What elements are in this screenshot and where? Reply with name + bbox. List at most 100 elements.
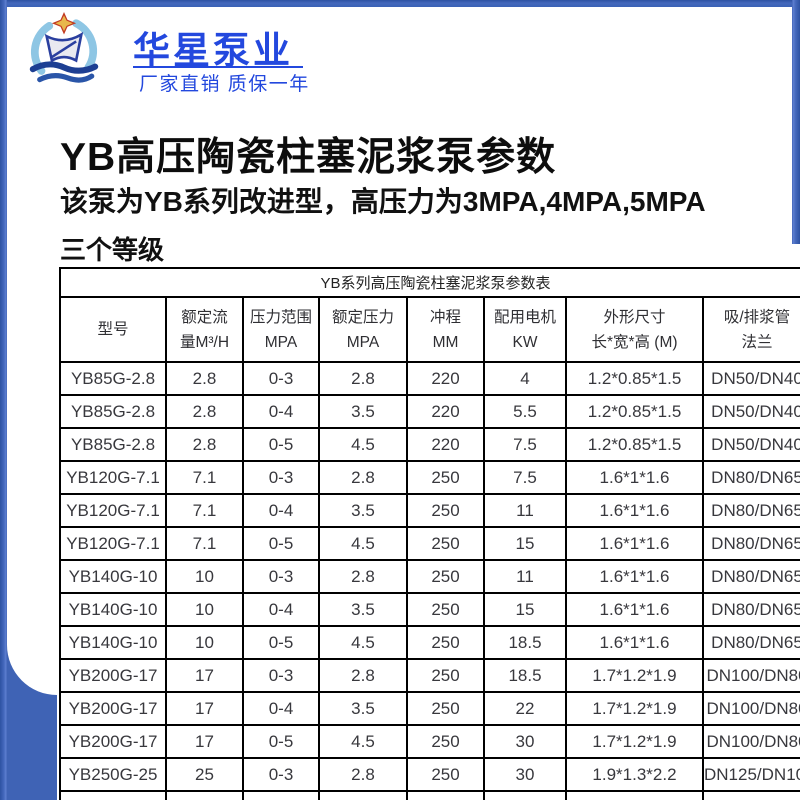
table-cell: 1.9*1.3*2.2 bbox=[565, 757, 704, 792]
pump-brand-emblem-icon bbox=[29, 12, 99, 83]
table-cell: YB120G-7.1 bbox=[59, 526, 167, 561]
table-row: YB200G-17 17 0-4 3.5 250 22 1.7*1.2*1.9 DN100/D… bbox=[59, 691, 800, 726]
table-cell: DN100/DN80 bbox=[701, 724, 800, 759]
frame-right-border bbox=[792, 0, 800, 244]
table-cell: 1.7*1.2*1.9 bbox=[565, 724, 704, 759]
table-cell: 17 bbox=[165, 658, 244, 693]
table-cell: 1.6*1*1.6 bbox=[565, 559, 704, 594]
table-row: YB250G-25 25 0-3 2.8 250 30 1.9*1.3*2.2 DN125/D… bbox=[59, 757, 800, 792]
table-cell: 250 bbox=[406, 592, 485, 627]
table-cell: 0-3 bbox=[242, 559, 320, 594]
table-cell: 4.5 bbox=[318, 526, 408, 561]
column-header: 型号 bbox=[59, 296, 167, 363]
table-cell bbox=[59, 790, 167, 800]
table-cell: 250 bbox=[406, 757, 485, 792]
table-cell: 7.5 bbox=[483, 460, 567, 495]
table-cell: YB85G-2.8 bbox=[59, 361, 167, 396]
table-cell: 1.6*1*1.6 bbox=[565, 493, 704, 528]
table-cell: DN50/DN40 bbox=[701, 394, 800, 429]
table-row: YB85G-2.8 2.8 0-4 3.5 220 5.5 1.2*0.85*1.5 DN50… bbox=[59, 394, 800, 429]
table-cell: 30 bbox=[483, 724, 567, 759]
table-cell: 0-3 bbox=[242, 460, 320, 495]
table-cell: 7.5 bbox=[483, 427, 567, 462]
table-cell: 11 bbox=[483, 559, 567, 594]
table-row: YB120G-7.1 7.1 0-3 2.8 250 7.5 1.6*1*1.6 DN80/D… bbox=[59, 460, 800, 495]
table-cell: 3.5 bbox=[318, 394, 408, 429]
table-cell: 0-5 bbox=[242, 526, 320, 561]
table-cell: YB250G-25 bbox=[59, 757, 167, 792]
table-cell: 1.7*1.2*1.9 bbox=[565, 691, 704, 726]
table-cell: 10 bbox=[165, 559, 244, 594]
table-cell: YB200G-17 bbox=[59, 658, 167, 693]
table-cell: YB200G-17 bbox=[59, 724, 167, 759]
table-caption-row: YB系列高压陶瓷柱塞泥浆泵参数表 bbox=[58, 267, 800, 298]
table-row: YB140G-10 10 0-4 3.5 250 15 1.6*1*1.6 DN80/DN65 bbox=[59, 592, 800, 627]
table-cell: YB85G-2.8 bbox=[59, 394, 167, 429]
table-cell: 15 bbox=[483, 526, 567, 561]
table-cell: 2.8 bbox=[318, 460, 408, 495]
table-cell: 10 bbox=[165, 592, 244, 627]
table-cell: YB140G-10 bbox=[59, 559, 167, 594]
table-row: YB120G-7.1 7.1 0-4 3.5 250 11 1.6*1*1.6 DN80/DN… bbox=[59, 493, 800, 528]
table-cell: 17 bbox=[165, 691, 244, 726]
table-cell: 0-4 bbox=[242, 493, 320, 528]
table-cell: DN80/DN65 bbox=[701, 625, 800, 660]
table-cell: 2.8 bbox=[318, 658, 408, 693]
table-cell: 220 bbox=[406, 394, 485, 429]
page-subtitle: 该泵为YB系列改进型，高压力为3MPA,4MPA,5MPA bbox=[60, 186, 706, 217]
table-cell: 3.5 bbox=[318, 592, 408, 627]
table-cell: YB140G-10 bbox=[59, 625, 167, 660]
table-cell: 1.2*0.85*1.5 bbox=[565, 427, 704, 462]
table-caption: YB系列高压陶瓷柱塞泥浆泵参数表 bbox=[58, 267, 800, 298]
table-row: YB85G-2.8 2.8 0-3 2.8 220 4 1.2*0.85*1.5 DN50/D… bbox=[59, 361, 800, 396]
table-cell: 220 bbox=[406, 361, 485, 396]
table-cell bbox=[165, 790, 244, 800]
table-cell: YB85G-2.8 bbox=[59, 427, 167, 462]
table-cell: 1.2*0.85*1.5 bbox=[565, 361, 704, 396]
table-cell: 0-5 bbox=[242, 427, 320, 462]
table-cell: 1.6*1*1.6 bbox=[565, 526, 704, 561]
table-cell: 220 bbox=[406, 427, 485, 462]
spec-table-body: YB系列高压陶瓷柱塞泥浆泵参数表 型号 额定流 量M³/H 压力范围 MPA 额定压力 MPA… bbox=[58, 267, 800, 800]
table-cell bbox=[483, 790, 567, 800]
table-cell: YB120G-7.1 bbox=[59, 460, 167, 495]
table-cell: 250 bbox=[406, 625, 485, 660]
table-cell: 250 bbox=[406, 658, 485, 693]
table-header-row: 型号 额定流 量M³/H 压力范围 MPA 额定压力 MPA 冲程 MM 配用电机 KW 外形尺寸 长*… bbox=[59, 296, 800, 363]
table-row: YB85G-2.8 2.8 0-5 4.5 220 7.5 1.2*0.85*1.5 DN50… bbox=[59, 427, 800, 462]
table-cell: DN80/DN65 bbox=[701, 559, 800, 594]
table-cell: 1.6*1*1.6 bbox=[565, 592, 704, 627]
table-cell: 2.8 bbox=[318, 361, 408, 396]
table-cell: 5.5 bbox=[483, 394, 567, 429]
table-cell: 22 bbox=[483, 691, 567, 726]
table-cell: 0-4 bbox=[242, 691, 320, 726]
column-header: 额定压力 MPA bbox=[318, 296, 408, 363]
table-row: YB140G-10 10 0-5 4.5 250 18.5 1.6*1*1.6 DN80/DN… bbox=[59, 625, 800, 660]
column-header: 冲程 MM bbox=[406, 296, 485, 363]
table-cell: 250 bbox=[406, 724, 485, 759]
table-cell: DN50/DN40 bbox=[701, 361, 800, 396]
table-cell: 0-3 bbox=[242, 361, 320, 396]
brand-name: 华星泵业 bbox=[133, 30, 293, 71]
table-cell: 2.8 bbox=[165, 361, 244, 396]
table-cell: 0-5 bbox=[242, 724, 320, 759]
table-cell: 4.5 bbox=[318, 625, 408, 660]
table-cell bbox=[406, 790, 485, 800]
table-cell: 10 bbox=[165, 625, 244, 660]
table-cell: 25 bbox=[165, 757, 244, 792]
table-cell: DN50/DN40 bbox=[701, 427, 800, 462]
table-cell: DN100/DN80 bbox=[701, 658, 800, 693]
table-cell: 7.1 bbox=[165, 493, 244, 528]
table-cell bbox=[565, 790, 704, 800]
table-cell: DN80/DN65 bbox=[701, 460, 800, 495]
table-cell: 0-3 bbox=[242, 757, 320, 792]
table-row: YB200G-17 17 0-5 4.5 250 30 1.7*1.2*1.9 DN100/D… bbox=[59, 724, 800, 759]
table-cell: 11 bbox=[483, 493, 567, 528]
column-header: 吸/排浆管 法兰 bbox=[701, 296, 800, 363]
table-cell: 7.1 bbox=[165, 460, 244, 495]
table-cell: 0-4 bbox=[242, 592, 320, 627]
table-cell: 2.8 bbox=[318, 757, 408, 792]
table-row: YB200G-17 17 0-3 2.8 250 18.5 1.7*1.2*1.9 DN100… bbox=[59, 658, 800, 693]
table-cell: DN80/DN65 bbox=[701, 592, 800, 627]
